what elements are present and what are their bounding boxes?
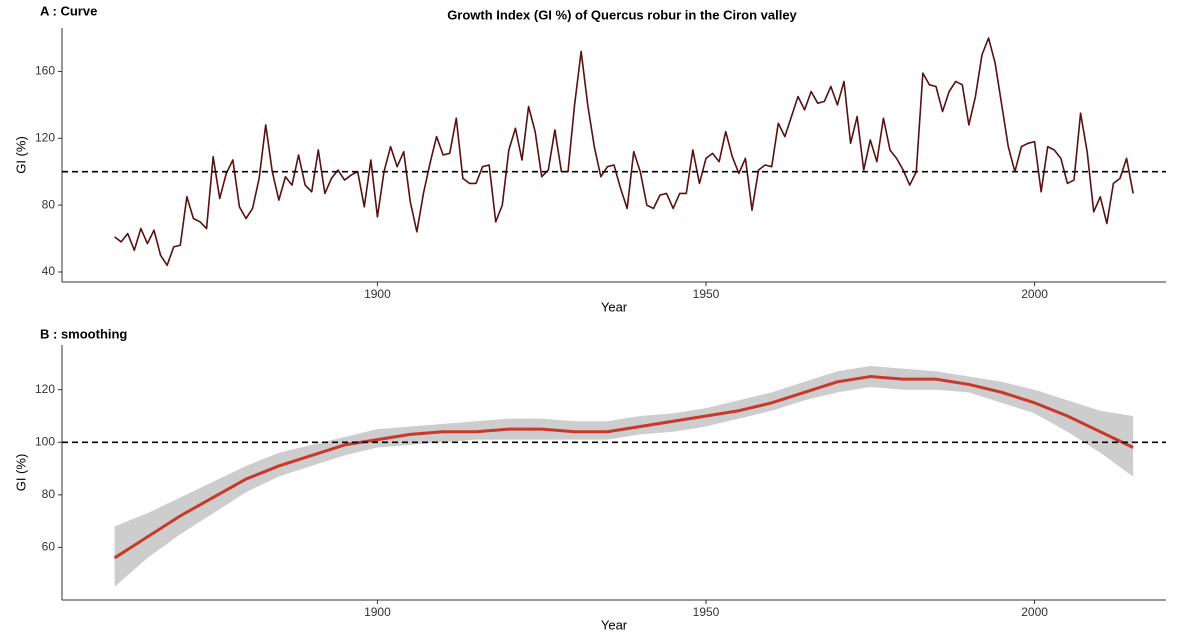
data-line — [114, 37, 1134, 267]
y-tick-label: 120 — [35, 382, 55, 396]
y-tick-label: 60 — [42, 540, 56, 554]
y-axis-title: GI (%) — [13, 136, 28, 174]
chart-title: Growth Index (GI %) of Quercus robur in … — [447, 7, 797, 22]
y-tick-label: 80 — [42, 197, 56, 211]
panel-label: A : Curve — [40, 3, 97, 18]
y-tick-label: 100 — [35, 434, 55, 448]
y-tick-label: 40 — [42, 264, 56, 278]
y-tick-label: 160 — [35, 64, 55, 78]
x-axis-title: Year — [601, 617, 628, 632]
panel-label: B : smoothing — [40, 326, 127, 341]
y-tick-label: 120 — [35, 130, 55, 144]
x-tick-label: 1950 — [693, 605, 720, 619]
y-axis-title: GI (%) — [13, 454, 28, 492]
x-axis-title: Year — [601, 299, 628, 314]
confidence-band — [114, 366, 1134, 587]
data-line — [113, 375, 1134, 560]
x-tick-label: 2000 — [1021, 287, 1048, 301]
y-tick-label: 80 — [42, 487, 56, 501]
x-tick-label: 1900 — [364, 605, 391, 619]
x-tick-label: 1900 — [364, 287, 391, 301]
x-tick-label: 1950 — [693, 287, 720, 301]
x-tick-label: 2000 — [1021, 605, 1048, 619]
